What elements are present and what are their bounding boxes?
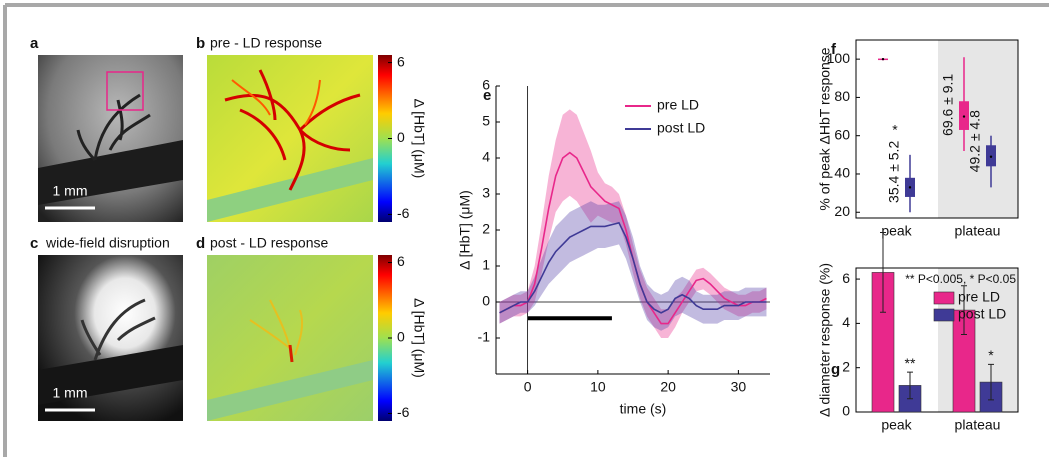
colorbar-tick-label: 6	[397, 53, 405, 69]
colorbar-tick-label: -6	[397, 205, 410, 221]
panel-letter: f	[831, 41, 837, 58]
y-tick-label: 2	[482, 221, 490, 237]
y-tick-label: 5	[482, 113, 490, 129]
value-label: 69.6 ± 9.1	[940, 74, 956, 136]
x-tick-label: 30	[731, 379, 747, 395]
legend-label: pre LD	[657, 97, 699, 113]
panel-letter: a	[30, 35, 39, 52]
colorbar-tick-label: 0	[397, 129, 405, 145]
significance-star: *	[892, 121, 898, 137]
box-median	[962, 115, 966, 118]
y-tick-label: 6	[482, 77, 490, 93]
panel-title: pre - LD response	[210, 35, 322, 51]
box-median	[881, 57, 885, 61]
annotation: ** P<0.005, * P<0.05	[905, 272, 1016, 286]
value-label: 49.2 ± 4.8	[967, 110, 983, 172]
y-tick-label: 80	[834, 88, 850, 104]
y-tick-label: 1	[482, 257, 490, 273]
axes-box	[855, 267, 1019, 413]
colorbar-label: Δ [HbT] (μM)	[411, 99, 427, 179]
error-bar	[988, 363, 994, 401]
y-tick-label: 60	[834, 126, 850, 142]
colorbar-tick-label: 6	[397, 253, 405, 269]
y-tick-label: 0	[482, 293, 490, 309]
box-median	[908, 186, 912, 189]
shade	[938, 40, 1018, 218]
colorbar-tick-label: -6	[397, 404, 410, 420]
y-tick-label: 4	[482, 149, 490, 165]
micrograph	[38, 255, 183, 421]
box-median	[989, 155, 993, 158]
heatmap	[207, 55, 373, 222]
y-tick-label: 4	[842, 314, 850, 330]
x-tick-label: peak	[881, 223, 912, 239]
y-tick-label: 3	[482, 185, 490, 201]
value-label: 35.4 ± 5.2	[886, 141, 902, 203]
y-tick-label: 40	[834, 165, 850, 181]
panel-letter: c	[30, 235, 38, 252]
x-tick-label: peak	[881, 417, 912, 433]
panel-letter: e	[483, 87, 491, 104]
panel-letter: g	[831, 361, 840, 378]
scale-bar-label: 1 mm	[53, 385, 88, 401]
y-axis-label: % of peak ΔHbT response	[817, 47, 833, 210]
x-tick-label: 0	[524, 379, 532, 395]
y-tick-label: 20	[834, 203, 850, 219]
x-axis-label: time (s)	[620, 401, 667, 417]
colorbar-label: Δ [HbT] (μM)	[411, 298, 427, 378]
legend-label: post LD	[657, 120, 705, 136]
y-axis-label: Δ diameter response (%)	[817, 263, 833, 417]
y-tick-label: -1	[478, 329, 491, 345]
error-bar	[961, 285, 967, 335]
x-tick-label: 10	[590, 379, 606, 395]
y-tick-label: 2	[842, 358, 850, 374]
y-tick-label: 100	[827, 50, 851, 66]
panel-letter: b	[196, 35, 205, 52]
error-band	[499, 109, 767, 339]
significance-star: **	[905, 355, 916, 371]
colorbar	[378, 55, 392, 222]
legend-swatch	[933, 308, 955, 322]
colorbar	[378, 255, 392, 421]
panel-letter: d	[196, 235, 205, 252]
y-tick-label: 0	[842, 403, 850, 419]
legend-swatch	[933, 291, 955, 305]
panel-title: wide-field disruption	[45, 235, 170, 251]
panel-title: post - LD response	[210, 235, 328, 251]
significance-star: *	[988, 347, 994, 363]
legend-label: post LD	[958, 306, 1006, 322]
colorbar-tick-label: 0	[397, 329, 405, 345]
x-tick-label: plateau	[955, 417, 1001, 433]
y-axis-label: Δ [HbT] (μM)	[457, 190, 473, 270]
micrograph	[38, 55, 183, 222]
scale-bar-label: 1 mm	[53, 183, 88, 199]
error-bar	[880, 232, 886, 313]
series-line	[499, 221, 767, 314]
heatmap	[207, 255, 373, 421]
x-tick-label: plateau	[955, 223, 1001, 239]
error-bar	[907, 371, 913, 400]
y-tick-label: 6	[842, 270, 850, 286]
error-band	[499, 201, 767, 331]
axes-box	[855, 39, 1019, 219]
legend-label: pre LD	[958, 289, 1000, 305]
x-tick-label: 20	[660, 379, 676, 395]
